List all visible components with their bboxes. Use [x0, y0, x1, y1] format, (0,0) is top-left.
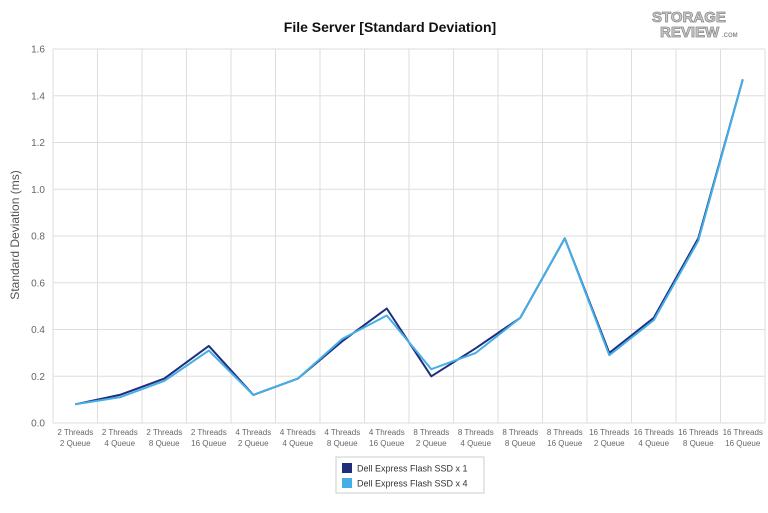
- x-tick-label-threads: 8 Threads: [502, 428, 538, 437]
- x-tick-label-queue: 16 Queue: [191, 439, 227, 448]
- y-axis-label: Standard Deviation (ms): [8, 170, 22, 299]
- x-tick-label-queue: 4 Queue: [104, 439, 135, 448]
- x-tick-label-queue: 4 Queue: [282, 439, 313, 448]
- x-tick-label-queue: 2 Queue: [238, 439, 269, 448]
- logo-suffix: .COM: [722, 33, 738, 39]
- x-tick-label-queue: 16 Queue: [725, 439, 761, 448]
- legend-label-1: Dell Express Flash SSD x 1: [357, 464, 468, 474]
- x-tick-label-queue: 4 Queue: [460, 439, 491, 448]
- x-tick-label-threads: 4 Threads: [235, 428, 271, 437]
- x-tick-label-threads: 4 Threads: [369, 428, 405, 437]
- x-tick-label-threads: 16 Threads: [634, 428, 674, 437]
- legend-box: [335, 456, 485, 494]
- x-tick-label-threads: 2 Threads: [57, 428, 93, 437]
- x-tick-label-queue: 2 Queue: [594, 439, 625, 448]
- x-tick-label-threads: 2 Threads: [191, 428, 227, 437]
- x-tick-label-threads: 4 Threads: [324, 428, 360, 437]
- grid: [52, 48, 766, 424]
- series-lines: [75, 79, 744, 406]
- x-tick-label-queue: 8 Queue: [683, 439, 714, 448]
- chart-title: File Server [Standard Deviation]: [284, 19, 496, 35]
- y-tick-label: 0.4: [31, 325, 45, 336]
- series-line-2: [75, 79, 744, 406]
- logo-line2: REVIEW: [660, 24, 720, 41]
- logo-line1: STORAGE: [652, 9, 726, 26]
- x-tick-label-queue: 8 Queue: [327, 439, 358, 448]
- y-tick-label: 1.0: [31, 185, 45, 196]
- y-tick-label: 1.4: [31, 91, 45, 102]
- x-tick-label-threads: 8 Threads: [458, 428, 494, 437]
- y-tick-label: 1.6: [31, 45, 45, 56]
- x-tick-label-threads: 8 Threads: [547, 428, 583, 437]
- x-tick-label-threads: 4 Threads: [280, 428, 316, 437]
- x-tick-label-threads: 8 Threads: [413, 428, 449, 437]
- x-tick-label-queue: 8 Queue: [505, 439, 536, 448]
- x-tick-label-threads: 2 Threads: [146, 428, 182, 437]
- x-tick-label-threads: 16 Threads: [589, 428, 629, 437]
- y-tick-label: 0.6: [31, 278, 45, 289]
- legend-label-2: Dell Express Flash SSD x 4: [357, 479, 468, 489]
- y-axis-ticks: 0.0 0.2 0.4 0.6 0.8 1.0 1.2 1.4 1.6: [31, 45, 45, 430]
- x-tick-label-queue: 2 Queue: [60, 439, 91, 448]
- y-tick-label: 0.0: [31, 419, 45, 430]
- legend: Dell Express Flash SSD x 1 Dell Express F…: [335, 456, 485, 494]
- x-tick-label-queue: 4 Queue: [638, 439, 669, 448]
- x-tick-label-queue: 16 Queue: [369, 439, 405, 448]
- legend-swatch-2: [342, 478, 352, 488]
- x-tick-label-threads: 16 Threads: [723, 428, 763, 437]
- x-tick-label-threads: 16 Threads: [678, 428, 718, 437]
- legend-swatch-1: [342, 463, 352, 473]
- x-tick-label-queue: 2 Queue: [416, 439, 447, 448]
- x-tick-label-queue: 16 Queue: [547, 439, 583, 448]
- x-tick-label-threads: 2 Threads: [102, 428, 138, 437]
- y-tick-label: 0.8: [31, 232, 45, 243]
- y-tick-label: 1.2: [31, 138, 45, 149]
- x-tick-label-queue: 8 Queue: [149, 439, 180, 448]
- y-tick-label: 0.2: [31, 372, 45, 383]
- x-axis-ticks: 2 Threads 2 Queue 2 Threads 4 Queue 2 Thread…: [57, 428, 763, 448]
- storagereview-logo: STORAGE REVIEW .COM: [652, 9, 738, 42]
